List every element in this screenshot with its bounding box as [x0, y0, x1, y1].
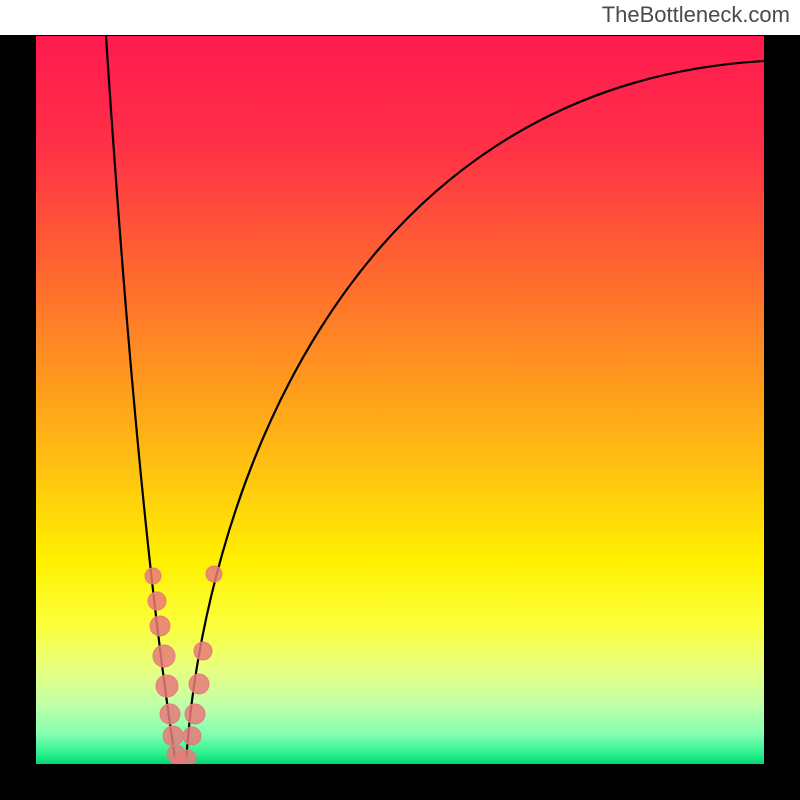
data-marker	[194, 642, 212, 660]
bottleneck-chart	[0, 0, 800, 800]
data-marker	[183, 727, 201, 745]
attribution-label: TheBottleneck.com	[602, 2, 790, 28]
data-marker	[145, 568, 161, 584]
data-marker	[156, 675, 178, 697]
data-marker	[163, 726, 183, 746]
data-marker	[185, 704, 205, 724]
data-marker	[153, 645, 175, 667]
data-marker	[160, 704, 180, 724]
data-marker	[206, 566, 222, 582]
data-marker	[180, 750, 196, 766]
gradient-background	[36, 36, 764, 764]
data-marker	[150, 616, 170, 636]
data-marker	[189, 674, 209, 694]
data-marker	[148, 592, 166, 610]
chart-container: TheBottleneck.com	[0, 0, 800, 800]
